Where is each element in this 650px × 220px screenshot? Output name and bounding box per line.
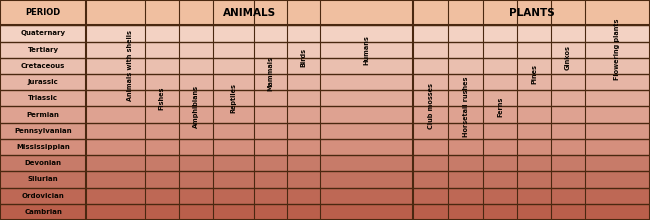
Text: Mississippian: Mississippian — [16, 144, 70, 150]
Bar — [0, 106, 650, 123]
Bar — [0, 139, 650, 155]
Text: Amphibians: Amphibians — [193, 85, 199, 128]
Text: Cretaceous: Cretaceous — [21, 63, 66, 69]
Text: Ordovician: Ordovician — [22, 193, 64, 199]
Bar — [0, 155, 650, 171]
Text: Ginkos: Ginkos — [565, 45, 571, 70]
Text: Devonian: Devonian — [25, 160, 62, 166]
Text: PLANTS: PLANTS — [508, 8, 554, 18]
Bar — [0, 90, 650, 106]
Text: Reptiles: Reptiles — [230, 83, 237, 113]
Text: Fishes: Fishes — [159, 87, 165, 110]
Text: Flowering plants: Flowering plants — [614, 19, 621, 80]
Bar — [0, 42, 650, 58]
Text: Pennsylvanian: Pennsylvanian — [14, 128, 72, 134]
Text: Humans: Humans — [363, 35, 369, 64]
Text: Permian: Permian — [27, 112, 60, 117]
Text: Animals with shells: Animals with shells — [127, 30, 133, 101]
Bar — [0, 204, 650, 220]
Bar — [0, 171, 650, 187]
Text: Silurian: Silurian — [28, 176, 58, 182]
Bar — [0, 74, 650, 90]
Text: Pines: Pines — [531, 64, 537, 84]
Text: Cambrian: Cambrian — [24, 209, 62, 215]
Text: Triassic: Triassic — [28, 95, 58, 101]
Bar — [0, 58, 650, 74]
Bar — [0, 0, 650, 25]
Text: Jurassic: Jurassic — [28, 79, 58, 85]
Bar — [0, 123, 650, 139]
Text: Horsetail rushes: Horsetail rushes — [463, 76, 469, 137]
Text: Birds: Birds — [300, 48, 306, 67]
Bar — [0, 187, 650, 204]
Text: Quaternary: Quaternary — [21, 30, 66, 37]
Bar — [0, 25, 650, 42]
Text: Club mosses: Club mosses — [428, 83, 434, 129]
Text: Mammals: Mammals — [267, 57, 273, 92]
Text: Ferns: Ferns — [497, 96, 503, 117]
Text: ANIMALS: ANIMALS — [223, 8, 276, 18]
Text: PERIOD: PERIOD — [25, 8, 61, 17]
Text: Tertiary: Tertiary — [28, 47, 58, 53]
